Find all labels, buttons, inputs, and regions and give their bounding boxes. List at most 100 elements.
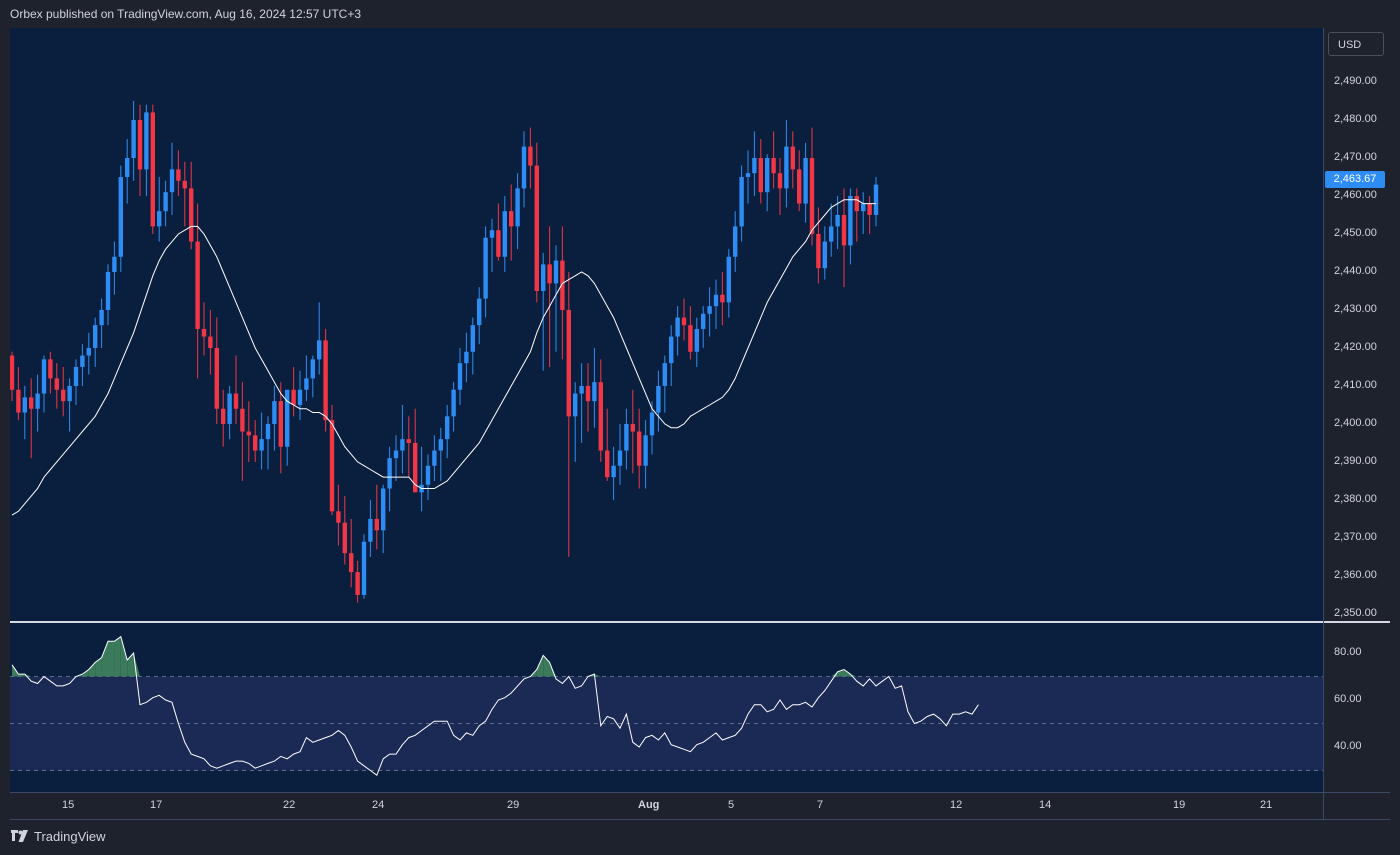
- candle-body: [854, 195, 859, 212]
- candle-body: [861, 203, 866, 212]
- price-chart-pane[interactable]: [10, 28, 1323, 621]
- candle-body: [355, 572, 360, 595]
- candle: [246, 401, 251, 462]
- candle-body: [99, 309, 104, 326]
- rsi-overbought-fill: [114, 636, 121, 677]
- candle-body: [291, 389, 296, 405]
- price-axis[interactable]: 2,490.00 2,480.00 2,470.00 2,460.00 2,450.00…: [1324, 28, 1390, 621]
- candle: [579, 363, 584, 443]
- candle-body: [457, 363, 463, 390]
- candle: [342, 496, 347, 565]
- time-axis-label: 21: [1260, 799, 1273, 811]
- candle-body: [342, 522, 347, 554]
- candle-body: [790, 146, 795, 170]
- candle: [592, 347, 597, 428]
- candle: [201, 302, 207, 356]
- candle: [355, 560, 360, 603]
- candle-body: [253, 435, 258, 451]
- candle-body: [528, 146, 533, 166]
- price-axis-label: 2,480.00: [1334, 112, 1377, 125]
- candle-body: [125, 157, 130, 177]
- candle-body: [297, 389, 303, 405]
- candle-body: [547, 264, 552, 284]
- candle: [67, 378, 72, 432]
- pane-divider[interactable]: [10, 621, 1390, 623]
- candle: [323, 328, 328, 432]
- rsi-chart[interactable]: [10, 623, 1323, 792]
- candle: [41, 355, 47, 413]
- time-axis-label: 12: [950, 799, 963, 811]
- axis-separator: [1323, 28, 1324, 820]
- candle: [720, 271, 725, 326]
- candle: [35, 374, 40, 432]
- candle: [336, 484, 341, 546]
- candle-body: [649, 412, 655, 436]
- rsi-pane[interactable]: [10, 623, 1323, 792]
- candle: [182, 161, 187, 227]
- candle: [105, 264, 111, 326]
- candle: [777, 157, 783, 215]
- candle: [739, 165, 744, 242]
- candle: [445, 404, 450, 459]
- candle: [848, 188, 853, 265]
- candle-body: [304, 378, 309, 390]
- candle-body: [10, 355, 15, 390]
- candle: [643, 420, 648, 489]
- candle: [873, 176, 879, 227]
- candle: [297, 370, 303, 421]
- time-axis[interactable]: 15 17 22 24 29 Aug 5 7 12 14 19 21: [10, 793, 1323, 819]
- candle-body: [137, 119, 143, 170]
- candle-body: [393, 450, 399, 459]
- candle-body: [829, 226, 834, 242]
- candle-body: [752, 157, 757, 174]
- candle: [630, 389, 635, 474]
- candle: [29, 378, 34, 459]
- candlestick-chart[interactable]: [10, 28, 1323, 621]
- candle-body: [451, 389, 456, 417]
- candle: [713, 279, 719, 329]
- candle: [285, 389, 290, 466]
- rsi-axis[interactable]: 80.00 60.00 40.00: [1324, 623, 1390, 792]
- candle-body: [381, 488, 386, 531]
- candle-body: [624, 423, 629, 451]
- candle-body: [707, 306, 712, 314]
- candle: [253, 420, 258, 462]
- candle: [496, 203, 501, 261]
- price-axis-label: 2,460.00: [1334, 188, 1377, 201]
- time-axis-top-border: [10, 792, 1390, 793]
- price-axis-label: 2,490.00: [1334, 75, 1377, 87]
- candle: [176, 150, 181, 196]
- currency-button[interactable]: USD: [1328, 32, 1384, 56]
- price-axis-label: 2,400.00: [1334, 416, 1377, 429]
- candle-body: [630, 423, 635, 432]
- footer[interactable]: TradingView: [10, 829, 106, 844]
- rsi-axis-label: 80.00: [1334, 646, 1362, 658]
- candle-body: [432, 450, 437, 466]
- candle: [515, 173, 520, 250]
- rsi-overbought-fill: [594, 674, 601, 677]
- last-price-label: 2,463.67: [1325, 171, 1385, 188]
- rsi-line: [11, 635, 979, 776]
- candle: [745, 150, 751, 204]
- candle: [22, 385, 27, 440]
- time-axis-label: 14: [1039, 799, 1052, 811]
- candle-body: [86, 347, 91, 356]
- candle: [227, 385, 232, 440]
- candle-body: [317, 340, 322, 360]
- candle-body: [867, 203, 872, 215]
- candle: [374, 484, 379, 550]
- candle-body: [643, 435, 648, 466]
- candle-body: [771, 157, 776, 174]
- price-axis-label: 2,360.00: [1334, 568, 1377, 581]
- candle-body: [374, 518, 379, 531]
- candle-body: [598, 382, 603, 451]
- candle-body: [553, 260, 559, 284]
- candle: [381, 484, 386, 554]
- candle: [195, 203, 200, 379]
- candle: [649, 401, 655, 455]
- candle-body: [349, 553, 354, 573]
- price-axis-label: 2,420.00: [1334, 340, 1377, 353]
- candle-body: [208, 336, 213, 348]
- price-axis-label: 2,390.00: [1334, 454, 1377, 467]
- candle: [304, 355, 309, 402]
